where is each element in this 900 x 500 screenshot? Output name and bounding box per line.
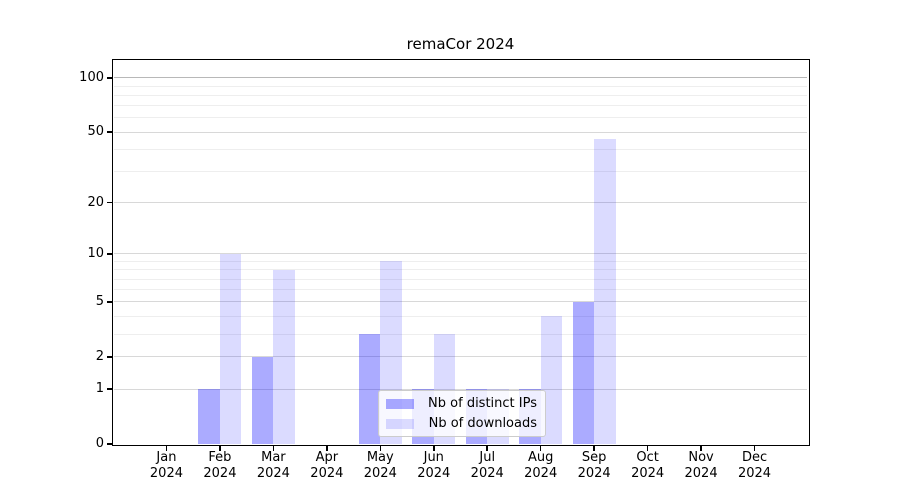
legend-label-downloads: Nb of downloads [428, 416, 537, 431]
legend-swatch-downloads [386, 418, 414, 429]
y-tick-label: 1 [95, 381, 104, 397]
y-tick-label: 10 [87, 245, 104, 261]
legend-item-distinct-ips: Nb of distinct IPs [386, 395, 537, 412]
x-tick-label: May 2024 [363, 450, 397, 481]
legend-item-downloads: Nb of downloads [386, 415, 537, 432]
x-tick-label: Jan 2024 [149, 450, 183, 481]
y-tick-label: 0 [95, 436, 104, 451]
x-tick [326, 445, 328, 451]
x-tick-label: Nov 2024 [684, 450, 718, 481]
x-tick-label: Aug 2024 [524, 450, 558, 481]
x-tick [646, 445, 649, 451]
x-tick [486, 445, 488, 451]
x-tick-label: Mar 2024 [256, 450, 290, 481]
y-tick-label: 50 [87, 124, 104, 140]
legend-label-distinct-ips: Nb of distinct IPs [428, 396, 537, 411]
x-tick [379, 445, 382, 451]
x-tick-label: Jun 2024 [417, 450, 451, 481]
x-tick [700, 445, 702, 451]
x-tick [753, 445, 756, 451]
plot-border [111, 58, 810, 446]
y-tick-label: 20 [87, 194, 104, 210]
legend-swatch-distinct-ips [386, 398, 414, 409]
x-tick [593, 445, 595, 451]
x-tick [165, 445, 168, 451]
x-tick-label: Feb 2024 [203, 450, 237, 481]
x-tick-label: Oct 2024 [631, 450, 665, 481]
x-tick-label: Apr 2024 [310, 450, 344, 481]
y-tick-label: 100 [79, 69, 104, 85]
x-tick-label: Jul 2024 [470, 450, 504, 481]
chart-title: remaCor 2024 [406, 35, 515, 53]
legend: Nb of distinct IPs Nb of downloads [378, 390, 546, 437]
x-tick [433, 445, 435, 451]
y-tick-label: 5 [95, 293, 104, 309]
x-tick-label: Sep 2024 [577, 450, 611, 481]
y-tick-label: 2 [95, 348, 104, 364]
x-tick [539, 445, 542, 451]
x-tick [272, 445, 275, 451]
x-tick-label: Dec 2024 [737, 450, 772, 481]
x-tick [219, 445, 221, 451]
